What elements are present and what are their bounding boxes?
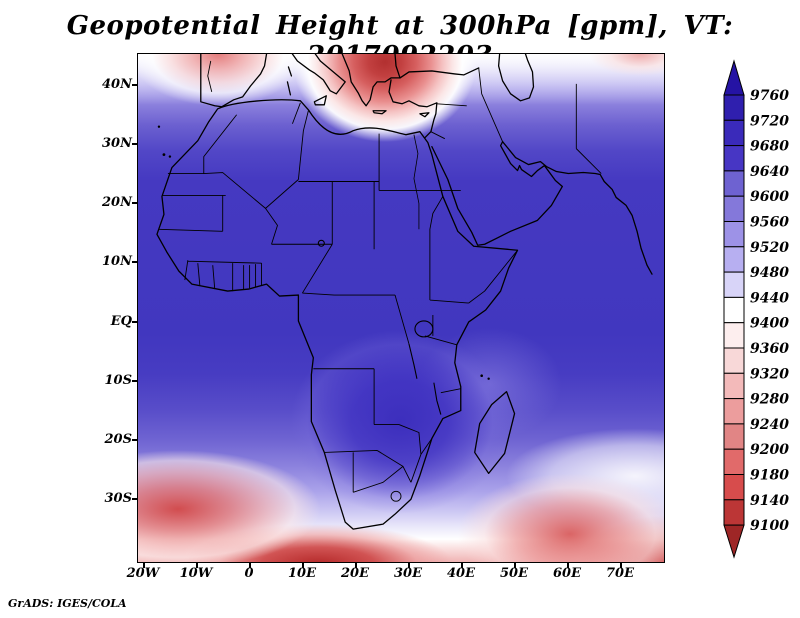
lon-tick-mark — [461, 563, 463, 568]
colorbar-band — [723, 347, 745, 374]
colorbar-tick-label: 9140 — [750, 493, 789, 509]
colorbar-band — [723, 296, 745, 324]
colorbar-tick-label: 9180 — [750, 468, 789, 484]
colorbar-tick-label: 9320 — [750, 366, 789, 382]
colorbar-band — [723, 246, 745, 273]
colorbar-tick-label: 9200 — [750, 442, 789, 458]
lon-tick-mark — [567, 563, 569, 568]
lat-tick-label: 30N — [102, 136, 132, 151]
lon-tick-label: 20E — [341, 566, 369, 581]
colorbar-band — [723, 423, 745, 450]
colorbar-band — [723, 398, 745, 425]
colorbar-over-arrow — [723, 59, 745, 96]
colorbar-band — [723, 372, 745, 400]
colorbar-tick-label: 9280 — [750, 392, 789, 408]
lon-tick-mark — [143, 563, 145, 568]
colorbar-tick-label: 9640 — [750, 164, 789, 180]
lon-tick-mark — [514, 563, 516, 568]
colorbar-band — [723, 145, 745, 172]
lat-tick-mark — [132, 498, 137, 500]
lon-tick-label: 40E — [447, 566, 475, 581]
colorbar-band — [723, 499, 745, 526]
lat-tick-label: 20N — [102, 195, 132, 210]
lat-tick-label: EQ — [110, 314, 132, 329]
colorbar-tick-label: 9240 — [750, 417, 789, 433]
colorbar-tick-label: 9720 — [750, 113, 789, 129]
lon-tick-mark — [355, 563, 357, 568]
colorbar-band — [723, 119, 745, 147]
lat-tick-mark — [132, 439, 137, 441]
lat-tick-label: 40N — [102, 77, 132, 92]
lon-tick-mark — [408, 563, 410, 568]
lon-tick-label: 60E — [553, 566, 581, 581]
lon-tick-label: 70E — [606, 566, 634, 581]
map-plot-area — [137, 53, 665, 563]
colorbar-band — [723, 322, 745, 349]
lon-tick-mark — [249, 563, 251, 568]
lat-tick-mark — [132, 321, 137, 323]
lon-tick-label: 20W — [126, 566, 160, 581]
colorbar-tick-label: 9760 — [750, 88, 789, 104]
coastline-borders-overlay — [156, 54, 653, 530]
grads-credit: GrADS: IGES/COLA — [8, 597, 127, 610]
colorbar-band — [723, 448, 745, 476]
lon-tick-label: 50E — [500, 566, 528, 581]
lon-tick-label: 0 — [244, 566, 254, 581]
lat-tick-mark — [132, 202, 137, 204]
colorbar-band — [723, 195, 745, 222]
colorbar-tick-label: 9680 — [750, 139, 789, 155]
colorbar-under-arrow — [723, 524, 745, 559]
lon-tick-mark — [620, 563, 622, 568]
colorbar-band — [723, 474, 745, 501]
lat-tick-label: 30S — [104, 491, 132, 506]
lat-tick-mark — [132, 143, 137, 145]
lon-tick-mark — [196, 563, 198, 568]
lat-tick-mark — [132, 84, 137, 86]
lon-tick-mark — [302, 563, 304, 568]
colorbar-tick-label: 9100 — [750, 518, 789, 534]
colorbar-tick-label: 9480 — [750, 265, 789, 281]
colorbar-band — [723, 94, 745, 121]
lon-tick-label: 10W — [179, 566, 213, 581]
lat-tick-label: 20S — [104, 432, 132, 447]
colorbar-band — [723, 170, 745, 197]
lat-tick-mark — [132, 261, 137, 263]
lat-tick-label: 10N — [102, 254, 132, 269]
colorbar-tick-label: 9520 — [750, 240, 789, 256]
lon-tick-label: 30E — [394, 566, 422, 581]
colorbar-svg: 9760 9720 9680 9640 9600 9560 9520 9480 9440 9400… — [723, 59, 789, 559]
lat-tick-label: 10S — [104, 373, 132, 388]
colorbar-tick-label: 9400 — [750, 316, 789, 332]
lon-tick-label: 10E — [288, 566, 316, 581]
lat-tick-mark — [132, 380, 137, 382]
colorbar-band — [723, 271, 745, 298]
colorbar-tick-label: 9560 — [750, 215, 789, 231]
colorbar-tick-label: 9440 — [750, 290, 789, 306]
colorbar-tick-label: 9360 — [750, 341, 789, 357]
colorbar-band — [723, 221, 745, 248]
colorbar-tick-label: 9600 — [750, 189, 789, 205]
